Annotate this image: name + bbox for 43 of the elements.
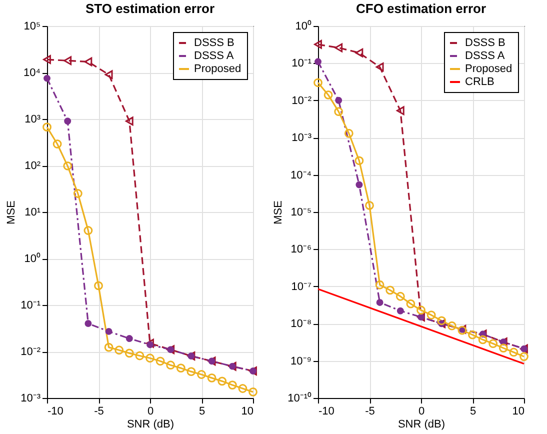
- x-tick-label: 10: [512, 406, 524, 418]
- y-tick-label: 10⁰: [295, 20, 312, 32]
- y-axis-title: MSE: [6, 200, 18, 224]
- y-tick-label: 10⁰: [24, 252, 40, 265]
- chart-title: CFO estimation error: [356, 1, 486, 16]
- x-tick-label: 0: [418, 406, 425, 418]
- legend-label: Proposed: [194, 63, 242, 75]
- y-tick-label: 10⁻³: [20, 392, 41, 404]
- y-tick-label: 10⁻³: [292, 132, 312, 144]
- x-axis-title: SNR (dB): [126, 418, 174, 430]
- y-tick-label: 10⁻⁶: [290, 244, 312, 256]
- y-tick-label: 10⁻²: [292, 94, 312, 107]
- y-tick-label: 10²: [24, 160, 41, 172]
- x-tick-label: 10: [241, 406, 254, 418]
- y-tick-label: 10⁵: [24, 20, 40, 32]
- y-tick-label: 10⁻¹: [20, 300, 41, 312]
- legend-label: DSSS B: [465, 37, 506, 49]
- x-tick-label: -10: [48, 406, 64, 418]
- x-tick-label: -10: [318, 406, 334, 418]
- x-tick-label: 0: [147, 406, 154, 418]
- legend-label: CRLB: [465, 76, 494, 88]
- y-tick-label: 10⁻⁸: [290, 318, 312, 330]
- y-tick-label: 10⁻¹: [292, 58, 312, 70]
- legend-label: DSSS A: [465, 50, 506, 62]
- y-tick-label: 10³: [24, 114, 41, 126]
- y-tick-label: 10⁴: [24, 67, 41, 79]
- x-tick-label: -5: [94, 406, 104, 418]
- legend-label: DSSS A: [194, 50, 234, 62]
- y-tick-label: 10⁻⁴: [290, 169, 312, 182]
- y-tick-label: 10⁻⁷: [291, 280, 312, 293]
- x-tick-label: -5: [365, 406, 375, 418]
- x-axis-title: SNR (dB): [398, 418, 446, 430]
- chart-title: STO estimation error: [85, 1, 215, 16]
- legend-label: DSSS B: [194, 37, 234, 49]
- y-axis-title: MSE: [272, 200, 285, 224]
- y-tick-label: 10⁻⁵: [290, 206, 312, 218]
- y-tick-label: 10⁻¹⁰: [288, 392, 312, 404]
- legend-label: Proposed: [465, 63, 512, 75]
- y-tick-label: 10⁻²: [20, 346, 41, 358]
- y-tick-label: 10¹: [24, 206, 41, 218]
- x-tick-label: 5: [198, 406, 206, 418]
- y-tick-label: 10⁻⁹: [290, 355, 312, 368]
- x-tick-label: 5: [470, 406, 476, 418]
